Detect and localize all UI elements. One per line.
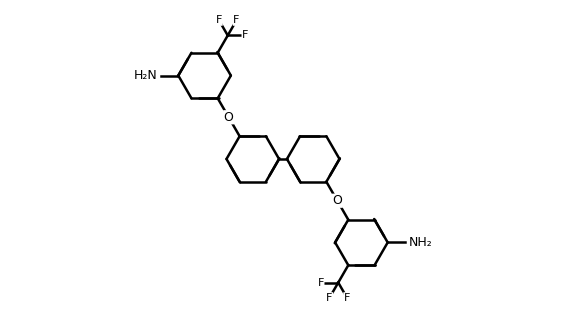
- Text: O: O: [224, 111, 234, 124]
- Text: H₂N: H₂N: [134, 69, 158, 82]
- Text: F: F: [216, 15, 222, 25]
- Text: F: F: [344, 293, 350, 303]
- Text: O: O: [332, 194, 342, 207]
- Text: NH₂: NH₂: [408, 236, 432, 249]
- Text: F: F: [242, 31, 248, 40]
- Text: F: F: [233, 15, 239, 25]
- Text: F: F: [318, 278, 324, 287]
- Text: F: F: [327, 293, 333, 303]
